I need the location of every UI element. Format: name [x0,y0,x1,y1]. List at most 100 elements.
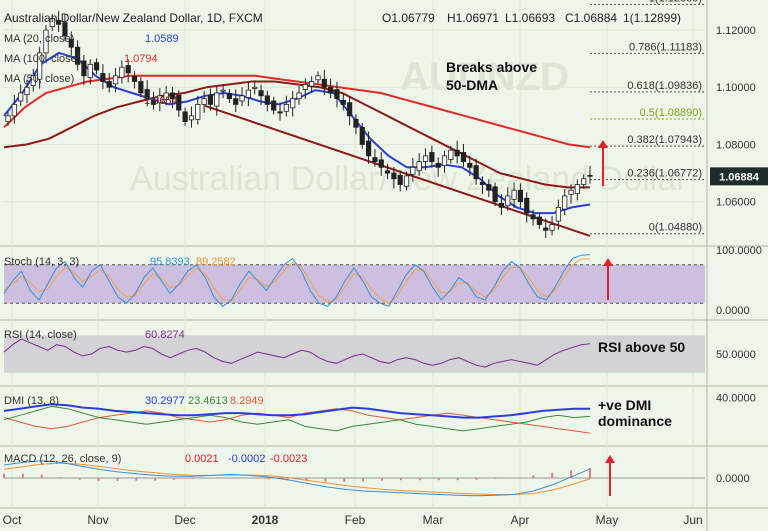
candle-body [271,100,277,111]
candle-body [252,86,258,89]
fibonacci-levels: 1(1.12899) 0.786(1.11183) 0.618(1.09836) 0.… [590,0,705,235]
price-badge: 1.06884 [710,167,768,186]
candle-body [239,95,245,102]
axes: Oct Nov Dec 2018 Feb Mar Apr May Jun 1.12000 1.100… [3,25,762,527]
candle-body [176,94,182,111]
macd-signal-value: -0.0002 [228,453,265,465]
candle-body [56,19,62,25]
ma100-legend-label: MA (100, close) [4,53,80,65]
candle-body [93,62,100,71]
watermark-symbol: AUDNZD [400,55,569,99]
annotation-breaks-line1: Breaks above [446,59,537,75]
candle-body [429,152,435,163]
x-tick-label: Nov [87,513,108,527]
dmi-minus-value: 8.2949 [230,395,264,407]
candle-body [391,172,397,180]
x-tick-label: 2018 [252,513,279,527]
candle-body [62,22,68,37]
candle-body [454,149,460,157]
candle-body [422,155,429,163]
y-tick-label: 1.08000 [716,139,756,151]
candle-body [169,92,176,100]
macd-legend-label: MACD (12, 26, close, 9) [4,453,121,465]
candle-body [157,95,163,104]
ma50-legend-value: 1.0654 [144,95,178,107]
candle-body [372,157,378,163]
candle-body [245,89,251,98]
candle-body [473,165,479,180]
ma50-legend-label: MA (50, close) [4,73,74,85]
candle-body [24,86,30,96]
candle-body [581,178,587,185]
candle-body [321,78,327,88]
stoch-arrow-head [603,258,613,266]
candle-body [214,92,220,107]
x-tick-label: Mar [423,513,444,527]
fib-level-label: 0.5(1.08890) [640,107,702,119]
candle-body [410,166,416,175]
candle-body [435,162,441,168]
stoch-legend-label: Stoch (14, 3, 3) [4,256,79,268]
price-arrow-head [598,140,608,148]
candle-body [30,75,36,86]
candle-body [119,66,125,78]
candle-body [505,195,511,207]
stoch-band [4,264,705,304]
candle-body [87,63,93,78]
candle-body [11,104,17,117]
header-symbol: Australian Dollar/New Zealand Dollar, 1D… [4,11,263,25]
candle-body [378,159,384,168]
dmi-plus-line [3,405,591,432]
indicator-lines [3,254,705,497]
candle-body [182,111,188,122]
macd-hist-value: -0.0023 [270,453,307,465]
candle-body [43,29,49,54]
x-tick-label: May [596,513,619,527]
candle-body [347,102,353,117]
ma100-legend-value: 1.0794 [124,53,158,65]
ma50-line [3,80,590,189]
x-tick-label: Dec [174,513,195,527]
dmi-minus-line [3,408,591,434]
header-high: H1.06971 [447,11,499,25]
candle-body [37,52,43,80]
candle-body [264,95,270,105]
candle-body [467,162,473,168]
price-badge-box [710,167,768,186]
candle-body [498,202,505,208]
candle-body [403,175,410,187]
dmi-legend-label: DMI (13, 8) [4,395,59,407]
candle-body [568,189,574,195]
falling-trendline [204,104,591,237]
macd-value: 0.0021 [185,453,219,465]
candle-body [201,98,207,105]
candle-body [486,184,492,191]
candle-body [49,18,55,28]
candle-body [353,118,359,128]
rsi-tick-label: 50.0000 [716,349,756,361]
candle-body [359,126,365,145]
candle-body [150,100,157,105]
y-tick-label: 1.06000 [716,197,756,209]
candle-body [226,93,233,100]
candle-body [258,90,264,97]
candle-body [492,186,498,203]
candle-body [188,115,195,121]
candle-body [448,149,454,160]
header-open: O1.06779 [382,11,435,25]
fib-level-label: 0.236(1.06772) [627,168,702,180]
candle-body [384,170,391,174]
candle-body [125,65,131,74]
grid-lines [4,0,705,508]
dmi-tick-label: 40.0000 [716,393,756,405]
candle-body [543,227,549,231]
annotation-dmi-line1: +ve DMI [598,397,651,413]
fib-level-label: 1(1.12899) [649,0,702,4]
candle-body [163,92,169,100]
legends: Australian Dollar/New Zealand Dollar, 1D… [4,11,685,465]
rsi-legend-label: RSI (14, close) [4,329,77,341]
candle-body [340,100,346,105]
candle-body [233,98,239,105]
